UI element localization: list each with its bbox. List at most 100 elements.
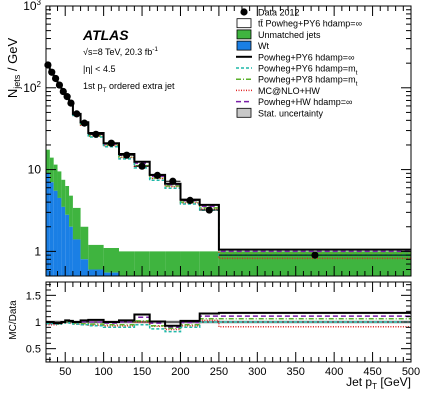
data-point [153,171,162,179]
legend-label: Powheg+HW hdamp=∞ [258,97,352,107]
y-axis-title-main: N [5,89,20,98]
x-axis-title: Jet pT [GeV] [346,375,411,391]
eta-cut-label: |η| < 4.5 [83,64,115,74]
wt-bar [69,226,73,276]
y-axis-title: Njets / GeV [5,38,22,99]
wt-bar [61,206,66,276]
unmatched-jets-bar [57,171,62,198]
x-tick-label: 100 [94,366,112,378]
y-tick-label: 10 [28,163,42,177]
unmatched-jets-bar [149,251,166,276]
y-tick-label: 1 [34,244,41,258]
legend-label: tt̄ Powheg+PY6 hdamp=∞ [258,19,362,29]
data-point [63,93,71,101]
legend-item: Powheg+PY6 hdamp=∞ [236,52,354,62]
unmatched-jets-bar [65,185,70,215]
legend-item: Data 2012 [240,8,300,18]
legend-label-text: Powheg+PY6 hdamp=m [258,64,356,74]
y-tick-label-base: 10 [23,81,37,95]
wt-bar [46,173,50,276]
y-tick-label-base: 10 [23,0,37,13]
legend-label: MC@NLO+HW [258,86,320,96]
data-point [92,130,100,138]
energy-lumi-label: √s=8 TeV, 20.3 fb-1 [83,46,158,57]
legend-label: Powheg+PY6 hdamp=∞ [258,52,354,62]
legend-label: Stat. uncertainty [258,108,324,118]
wt-bar [49,182,54,276]
data-point [186,196,194,205]
data-point [44,61,52,69]
data-point [52,74,60,83]
jet-ordering-label: 1st pT ordered extra jet [83,81,175,94]
series-line [46,66,411,260]
wt-bar [80,259,89,276]
x-axis: 50 100 150 200 250 300 350 400 450 500 [49,282,420,378]
wt-bar [53,190,58,276]
legend-label-text: Powheg+PY6 hdamp=∞ [258,52,354,62]
legend-item: MC@NLO+HW [236,86,320,96]
legend-swatch [236,40,252,51]
data-point [123,151,131,159]
legend-swatch [236,18,252,29]
unmatched-jets-bar [180,251,200,276]
wt-bar [57,197,62,276]
unmatched-jets-bar [119,251,135,276]
ratio-lines [46,311,411,333]
x-tick-label: 300 [248,366,266,378]
unmatched-jets-bar [88,244,104,270]
unmatched-jets-bar [61,179,66,207]
jet-ordering-post: ordered extra jet [107,81,176,91]
unmatched-jets-bar [72,207,81,240]
data-point [67,99,75,107]
legend-label-text: Data 2012 [258,8,300,18]
unmatched-jets-bar [53,164,58,191]
wt-bar [72,239,81,276]
data-point [73,110,81,118]
x-tick-label: 150 [133,366,151,378]
x-tick-label: 50 [59,366,71,378]
stacked-backgrounds [46,149,411,276]
legend-swatch [236,29,252,40]
series-line [46,64,411,254]
legend-item: Powheg+PY6 hdamp=mt [236,64,358,77]
legend-item: Stat. uncertainty [236,107,324,118]
y-axis-title-unit: / GeV [5,38,20,75]
wt-bar [65,214,70,276]
legend-marker [240,8,248,16]
main-x-axis-ticks [49,6,412,276]
y-tick-label-base: 1 [34,244,41,258]
legend-item: Powheg+HW hdamp=∞ [236,97,352,107]
x-tick-label: 400 [325,366,343,378]
legend-label: Data 2012 [258,8,300,18]
data-point [311,251,319,259]
data-point [59,87,67,96]
ratio-y-tick-label: 0.5 [26,344,41,356]
ratio-y-tick-label: 1 [35,317,41,329]
legend-item: Wt [236,40,269,51]
x-axis-title-main: Jet p [346,375,372,389]
unmatched-jets-bar [46,149,50,174]
x-axis-title-sub: T [372,382,377,391]
data-point [55,81,64,89]
ratio-panel: 0.5 1 1.5 50 100 150 200 250 300 350 400 450 500 MC… [8,281,420,391]
legend-label: Wt [258,41,269,51]
jet-ordering-sub: T [103,87,107,94]
data-point [205,206,213,214]
legend-label: Powheg+PY6 hdamp=mt [258,64,358,77]
legend-label-sub: t [356,70,358,77]
y-tick-label-sup: 2 [37,80,42,89]
legend-label: Unmatched jets [258,30,321,40]
legend-label: Powheg+PY8 hdamp=mt [258,75,358,88]
x-tick-label: 450 [363,366,381,378]
ratio-y-axis: 0.5 1 1.5 [26,284,411,360]
unmatched-jets-bar [199,251,219,276]
x-tick-label: 200 [171,366,189,378]
y-tick-label-sup: 3 [37,0,42,7]
mc-prediction-lines [46,64,411,260]
legend-swatch [236,107,252,118]
data-point [107,139,115,147]
legend-label-sub: t [356,81,358,88]
data-point [169,177,177,185]
